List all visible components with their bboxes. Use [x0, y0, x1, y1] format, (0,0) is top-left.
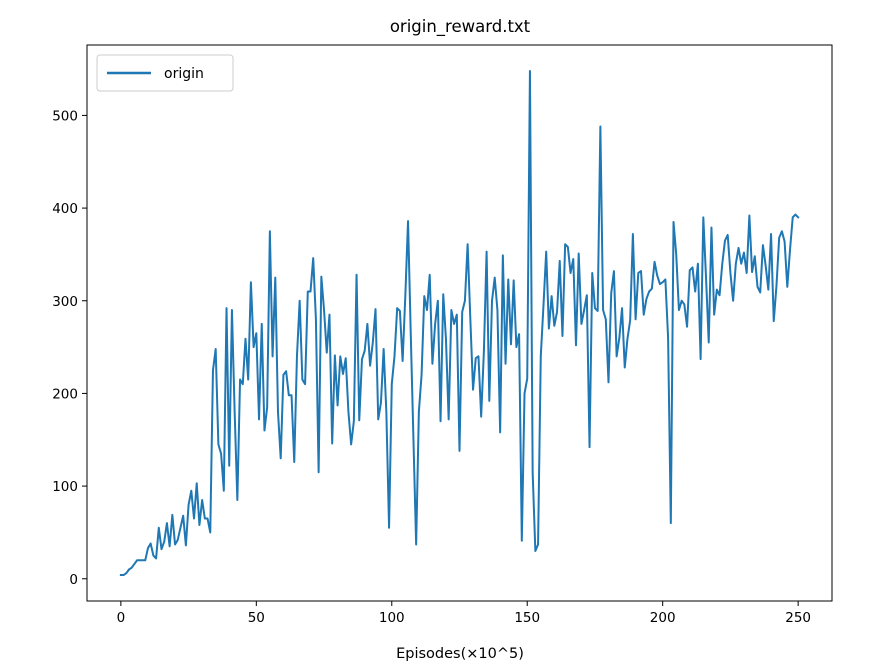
x-axis: 0 50 100 150 200 250 [117, 601, 811, 626]
chart-title: origin_reward.txt [390, 17, 531, 37]
series-line-origin [119, 69, 800, 577]
x-axis-label: Episodes(×10^5) [396, 646, 524, 662]
y-tick-label: 0 [69, 572, 78, 588]
x-tick-label: 0 [117, 610, 126, 626]
x-tick-label: 250 [785, 610, 811, 626]
series-layer [119, 69, 800, 577]
y-tick-label: 200 [52, 386, 78, 402]
legend-box [96, 54, 234, 92]
x-tick-label: 50 [248, 610, 265, 626]
x-tick-label: 150 [514, 610, 540, 626]
y-tick-label: 300 [52, 294, 78, 310]
x-tick-label: 100 [379, 610, 405, 626]
y-tick-label: 100 [52, 479, 78, 495]
y-tick-label: 400 [52, 201, 78, 217]
y-tick-label: 500 [52, 108, 78, 124]
y-axis: 0 100 200 300 400 500 [52, 108, 87, 588]
legend-label-origin: origin [164, 66, 204, 82]
legend: origin [96, 54, 234, 92]
x-tick-label: 200 [650, 610, 676, 626]
plot-frame [86, 44, 833, 602]
